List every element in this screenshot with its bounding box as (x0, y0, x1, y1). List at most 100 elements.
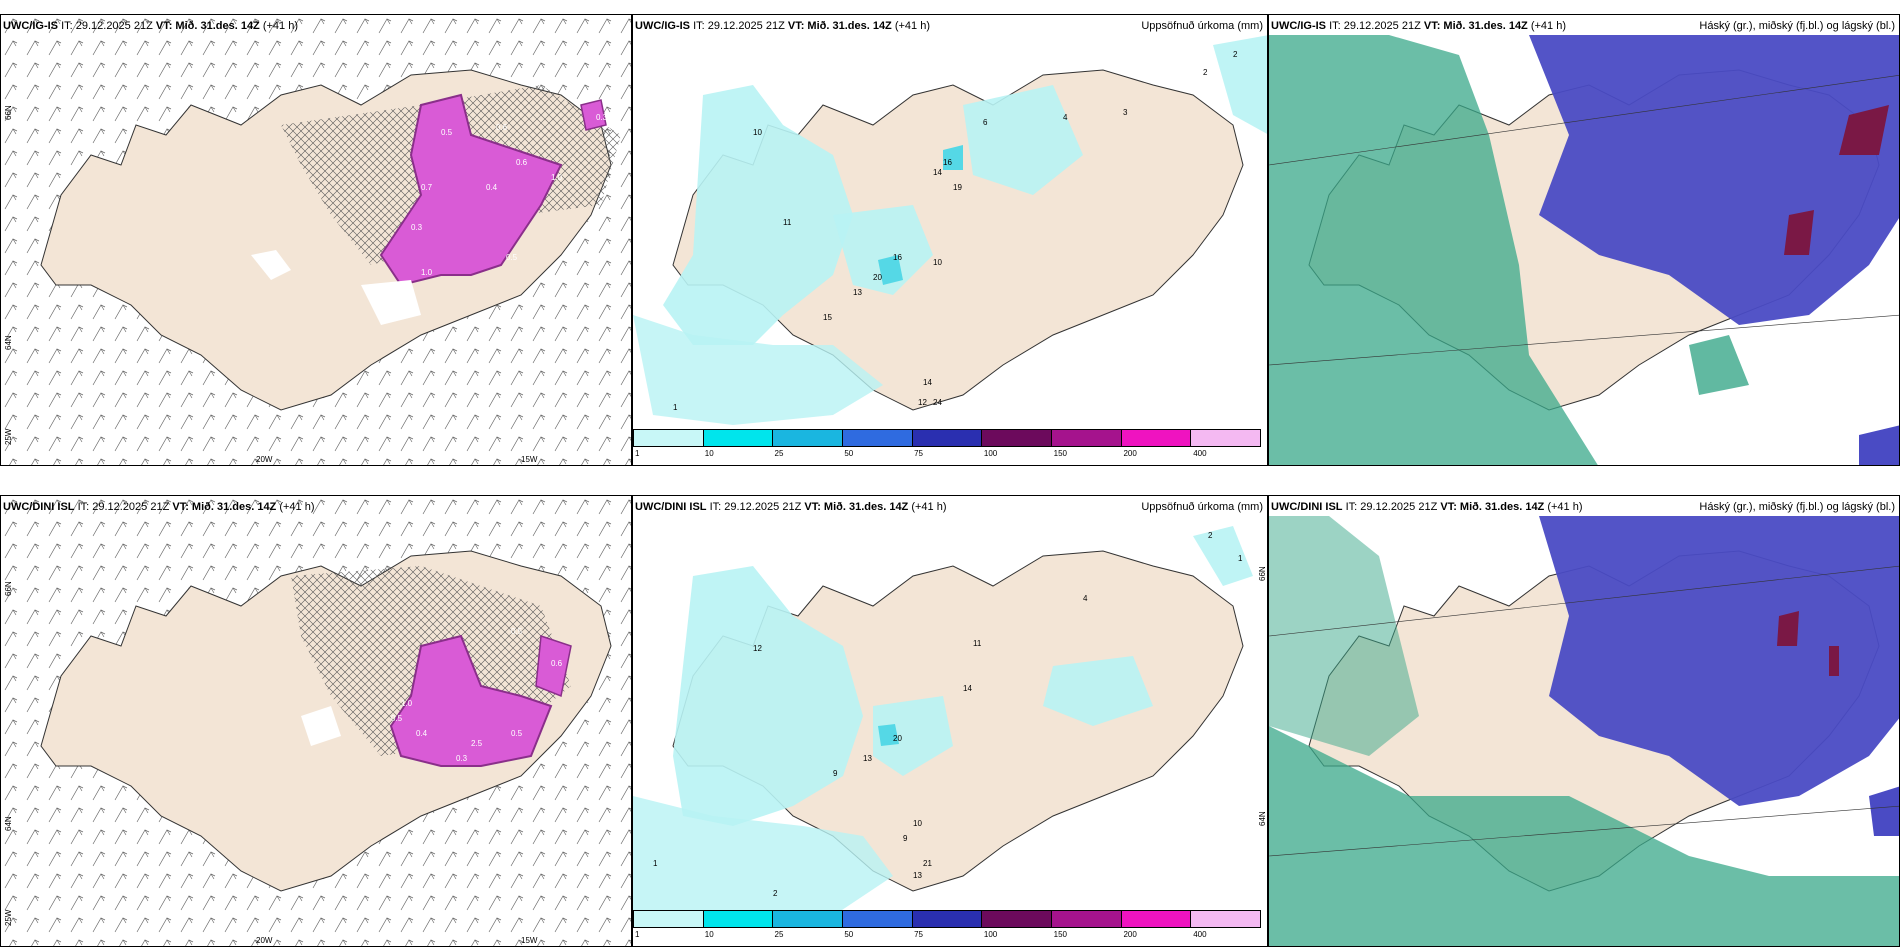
precip-value: 10 (933, 258, 942, 267)
lat-label-64n: 64N (1258, 811, 1267, 826)
lat-label-25w: 25W (4, 428, 13, 445)
model-name: UWC/IG-IS (1271, 20, 1326, 32)
contour-label: 0.3 (456, 754, 468, 763)
lead-time: (+41 h) (1530, 20, 1567, 32)
clouds-title: Háský (gr.), miðský (fj.bl.) og lágský (… (1699, 20, 1895, 32)
precip-title: Uppsöfnuð úrkoma (mm) (1141, 20, 1263, 32)
legend-swatch (1121, 911, 1192, 927)
contour-label: 0.5 (506, 253, 518, 262)
contour-label: 0.5 (511, 729, 523, 738)
icing-area (389, 634, 553, 767)
panel-icing-bottom: UWC/DINI ISL IT: 29.12.2025 21Z VT: Mið.… (0, 495, 632, 947)
precip-value: 16 (893, 253, 902, 262)
lat-label-66n: 66N (4, 105, 13, 120)
legend-tick-label: 1 (635, 930, 640, 939)
precip-value: 2 (773, 889, 778, 898)
init-time: IT: 29.12.2025 21Z (61, 20, 153, 32)
legend-swatch (843, 430, 913, 446)
precip-legend: 1 10 25 50 75 100 150 200 400 (633, 910, 1261, 942)
lat-label-64n: 64N (4, 816, 13, 831)
init-time: IT: 29.12.2025 21Z (1329, 20, 1421, 32)
init-time: IT: 29.12.2025 21Z (709, 501, 802, 513)
panel-precip-bottom: UWC/DINI ISL IT: 29.12.2025 21Z VT: Mið.… (632, 495, 1268, 947)
precip-value: 3 (1123, 108, 1128, 117)
legend-swatch (912, 911, 983, 927)
model-name: UWC/DINI ISL (635, 501, 707, 513)
legend-swatch (912, 430, 983, 446)
contour-label: 0.6 (496, 123, 508, 132)
lead-time: (+41 h) (1547, 501, 1583, 513)
contour-label: 0.4 (416, 729, 428, 738)
legend-swatch (843, 911, 913, 927)
legend-swatch (773, 430, 844, 446)
valid-time: VT: Mið. 31.des. 14Z (1423, 20, 1528, 32)
legend-tick-label: 100 (983, 930, 998, 939)
panel-header: UWC/DINI ISL IT: 29.12.2025 21Z VT: Mið.… (1271, 501, 1583, 513)
panel-icing-top: UWC/IG-IS IT: 29.12.2025 21Z VT: Mið. 31… (0, 14, 632, 466)
precip-value: 11 (973, 639, 982, 648)
panel-precip-top: UWC/IG-IS IT: 29.12.2025 21Z VT: Mið. 31… (632, 14, 1268, 466)
lead-time: (+41 h) (262, 20, 299, 32)
precip-value: 4 (1083, 594, 1088, 603)
panel-header: UWC/IG-IS IT: 29.12.2025 21Z VT: Mið. 31… (635, 20, 930, 32)
precip-value: 24 (933, 398, 942, 407)
init-time: IT: 29.12.2025 21Z (77, 501, 170, 513)
lead-time: (+41 h) (279, 501, 315, 513)
model-name: UWC/DINI ISL (1271, 501, 1343, 513)
legend-swatch (982, 911, 1053, 927)
legend-swatch (1052, 430, 1122, 446)
contour-label: 1.0 (401, 699, 413, 708)
panel-clouds-bottom: UWC/DINI ISL IT: 29.12.2025 21Z VT: Mið.… (1268, 495, 1900, 947)
valid-time: VT: Mið. 31.des. 14Z (172, 501, 277, 513)
contour-label: 1.0 (551, 173, 563, 182)
legend-tick-label: 25 (774, 930, 784, 939)
precip-value: 2 (1233, 50, 1238, 59)
legend-swatch (1191, 911, 1261, 927)
precip-value: 20 (893, 734, 902, 743)
lon-label-20w: 20W (256, 936, 273, 945)
init-time: IT: 29.12.2025 21Z (693, 20, 785, 32)
precip-value: 4 (1063, 113, 1068, 122)
legend-tick-label: 10 (704, 449, 714, 458)
contour-label: 0.3 (596, 113, 608, 122)
precip-value: 10 (753, 128, 762, 137)
precip-value: 21 (923, 859, 932, 868)
precip-map-bottom: 2 1 4 12 11 14 20 13 9 10 9 21 13 1 2 (633, 526, 1253, 926)
lat-label-66n: 66N (1258, 566, 1267, 581)
precip-value: 12 (918, 398, 927, 407)
precip-value: 6 (983, 118, 988, 127)
precip-value: 16 (943, 158, 952, 167)
precip-value: 1 (1238, 554, 1243, 563)
legend-swatch (703, 430, 774, 446)
legend-swatch (1121, 430, 1192, 446)
precip-value: 12 (753, 644, 762, 653)
legend-tick-label: 150 (1053, 930, 1068, 939)
legend-tick-label: 50 (844, 449, 854, 458)
precip-value: 1 (673, 403, 678, 412)
contour-label: 0.5 (511, 627, 523, 636)
lead-time: (+41 h) (894, 20, 931, 32)
contour-label: 0.5 (441, 128, 453, 137)
panel-header: UWC/DINI ISL IT: 29.12.2025 21Z VT: Mið.… (635, 501, 947, 513)
legend-tick-label: 100 (983, 449, 998, 458)
valid-time: VT: Mið. 31.des. 14Z (804, 501, 909, 513)
contour-label: 0.6 (516, 158, 528, 167)
icing-map-bottom: 0.5 1.0 0.5 2.5 0.5 0.4 0.6 0.3 (1, 496, 631, 946)
precip-value: 10 (913, 819, 922, 828)
valid-time: VT: Mið. 31.des. 14Z (1440, 501, 1545, 513)
lead-time: (+41 h) (911, 501, 947, 513)
legend-swatch (773, 911, 844, 927)
lon-label-15w: 15W (521, 936, 538, 945)
precip-value: 2 (1208, 531, 1213, 540)
precip-value: 13 (853, 288, 862, 297)
contour-label: 1.0 (421, 268, 433, 277)
valid-time: VT: Mið. 31.des. 14Z (155, 20, 260, 32)
precip-value: 20 (873, 273, 882, 282)
model-name: UWC/IG-IS (635, 20, 690, 32)
precip-value: 9 (833, 769, 838, 778)
legend-swatch (1052, 911, 1122, 927)
legend-swatch (703, 911, 774, 927)
legend-swatch (1191, 430, 1261, 446)
icing-area (379, 93, 563, 287)
precip-value: 13 (913, 871, 922, 880)
